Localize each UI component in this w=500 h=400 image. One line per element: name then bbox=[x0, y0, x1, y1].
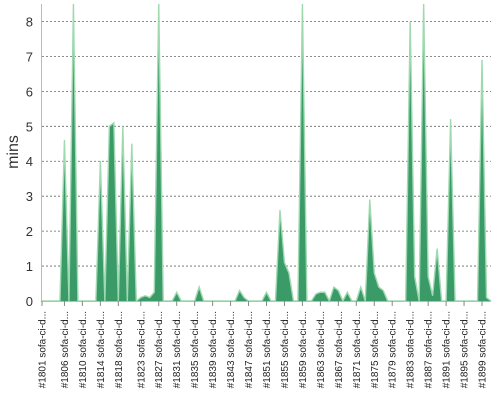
x-tick-label: #1823 sofa-ci-d... bbox=[136, 311, 147, 388]
x-tick-label: #1806 sofa-ci-d... bbox=[60, 311, 71, 388]
area-series bbox=[42, 3, 492, 303]
y-tick-label: 8 bbox=[26, 14, 33, 29]
y-tick-labels: 0 1 2 3 4 5 6 7 8 bbox=[26, 14, 33, 309]
y-tick-label: 4 bbox=[26, 154, 33, 169]
gridlines bbox=[42, 21, 491, 267]
x-tick-label: #1827 sofa-ci-d... bbox=[154, 311, 165, 388]
y-tick-label: 5 bbox=[26, 119, 33, 134]
y-tick-label: 2 bbox=[26, 224, 33, 239]
y-tick-label: 7 bbox=[26, 49, 33, 64]
y-tick-label: 1 bbox=[26, 259, 33, 274]
x-tick-label: #1818 sofa-ci-d... bbox=[114, 311, 125, 388]
x-tick-label: #1879 sofa-ci-d... bbox=[388, 311, 399, 388]
x-tick-label: #1814 sofa-ci-d... bbox=[96, 311, 107, 388]
x-tick-labels: #1801 sofa-ci-d... #1806 sofa-ci-d... #181… bbox=[38, 301, 489, 388]
x-tick-label: #1839 sofa-ci-d... bbox=[208, 311, 219, 388]
x-tick-label: #1801 sofa-ci-d... bbox=[38, 311, 49, 388]
x-tick-label: #1891 sofa-ci-d... bbox=[442, 311, 453, 388]
x-tick-label: #1875 sofa-ci-d... bbox=[370, 311, 381, 388]
x-tick-label: #1887 sofa-ci-d... bbox=[424, 311, 435, 388]
x-tick-label: #1859 sofa-ci-d... bbox=[298, 311, 309, 388]
x-tick-label: #1810 sofa-ci-d... bbox=[78, 311, 89, 388]
y-axis-label: mins bbox=[5, 135, 22, 169]
x-tick-label: #1899 sofa-ci-d... bbox=[478, 311, 489, 388]
y-tick-label: 3 bbox=[26, 189, 33, 204]
area-line bbox=[42, 3, 492, 303]
x-tick-label: #1867 sofa-ci-d... bbox=[334, 311, 345, 388]
y-tick-label: 6 bbox=[26, 84, 33, 99]
x-tick-label: #1895 sofa-ci-d... bbox=[460, 311, 471, 388]
x-tick-label: #1871 sofa-ci-d... bbox=[352, 311, 363, 388]
x-tick-label: #1855 sofa-ci-d... bbox=[280, 311, 291, 388]
x-tick-label: #1847 sofa-ci-d... bbox=[244, 311, 255, 388]
x-tick-label: #1835 sofa-ci-d... bbox=[190, 311, 201, 388]
x-tick-label: #1831 sofa-ci-d... bbox=[172, 311, 183, 388]
x-tick-label: #1843 sofa-ci-d... bbox=[226, 311, 237, 388]
y-tick-label: 0 bbox=[26, 294, 33, 309]
x-tick-label: #1883 sofa-ci-d... bbox=[406, 311, 417, 388]
x-tick-label: #1863 sofa-ci-d... bbox=[316, 311, 327, 388]
x-tick-label: #1851 sofa-ci-d... bbox=[262, 311, 273, 388]
